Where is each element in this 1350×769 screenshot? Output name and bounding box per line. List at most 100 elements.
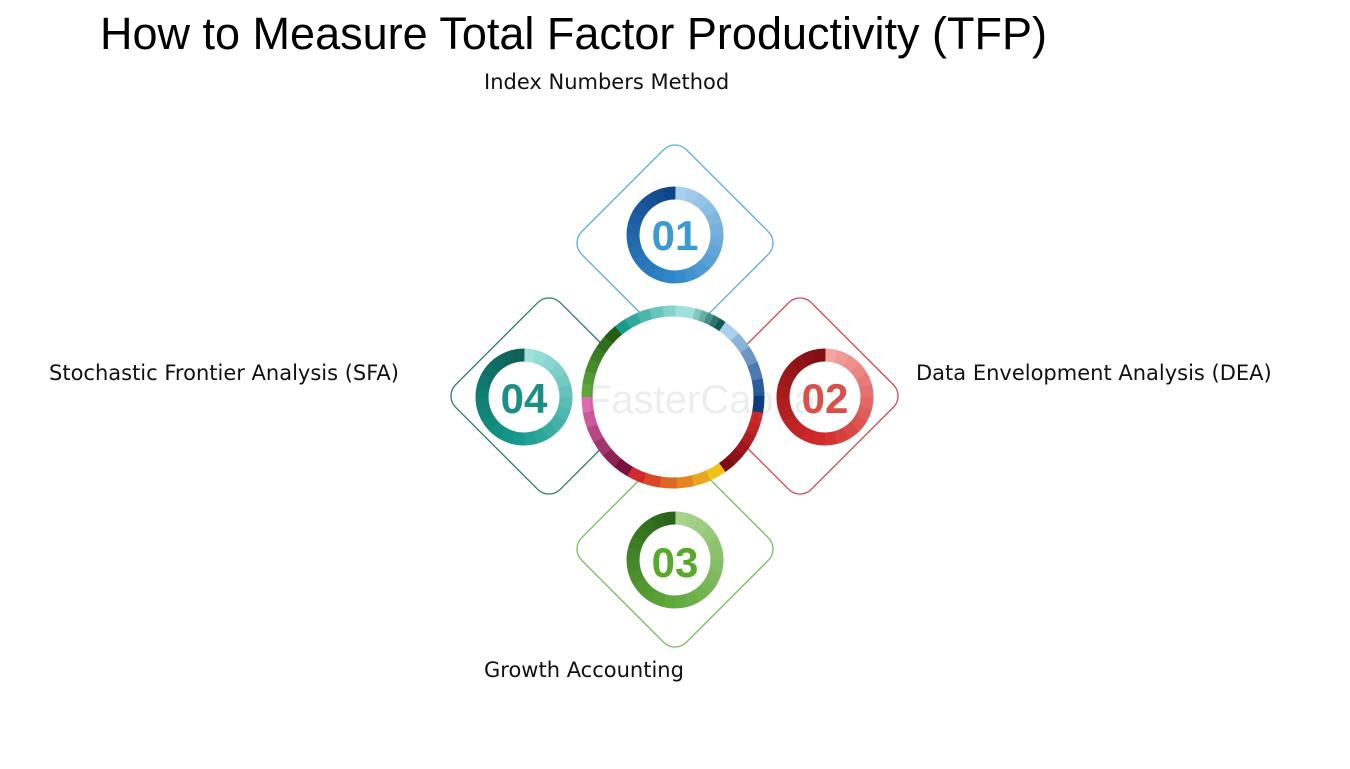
step-ring-segment: [674, 186, 689, 201]
step-ring-segment: [499, 350, 516, 367]
center-ring-segment: [686, 306, 697, 320]
step-ring-segment: [842, 354, 860, 373]
step-ring-segment: [776, 383, 791, 398]
center-ring-segment: [675, 305, 690, 318]
step-ring-segment: [692, 517, 710, 536]
step-ring-segment: [523, 431, 537, 446]
step-ring-segment: [628, 568, 645, 585]
center-ring-segment: [745, 421, 761, 437]
step-label-01: Index Numbers Method: [484, 70, 730, 94]
step-ring-segment: [650, 265, 667, 282]
step-ring-segment: [626, 221, 641, 236]
center-ring-segment: [658, 476, 677, 489]
step-ring-segment: [626, 546, 641, 561]
step-ring-segment: [489, 354, 507, 373]
center-ring-segment: [714, 318, 727, 332]
step-diamond-01: [576, 144, 774, 342]
center-ring-segment: [703, 312, 715, 326]
step-ring-segment: [477, 372, 494, 389]
step-ring-segment: [683, 188, 700, 205]
step-ring-segment: [481, 362, 500, 380]
step-ring-segment: [824, 431, 838, 446]
step-number-04: 04: [501, 375, 548, 422]
step-ring-segment: [776, 396, 791, 410]
step-ring-03: [626, 511, 724, 609]
step-ring-segment: [511, 348, 525, 363]
step-ring-segment: [705, 568, 722, 585]
step-ring-segment: [554, 405, 571, 422]
diagram-title: How to Measure Total Factor Productivity…: [100, 8, 1047, 59]
center-ring-segment: [626, 466, 647, 484]
step-ring-segment: [699, 200, 718, 218]
step-ring-segment: [699, 577, 718, 595]
step-ring-segment: [628, 243, 645, 260]
step-number-03: 03: [652, 539, 699, 586]
step-ring-segment: [650, 590, 667, 607]
step-ring-segment: [532, 427, 549, 444]
center-ring-segment: [596, 335, 614, 353]
step-ring-segment: [523, 348, 538, 363]
step-ring-segment: [541, 354, 559, 373]
center-ring-segment: [675, 475, 695, 489]
step-ring-segment: [499, 427, 516, 444]
step-ring-segment: [692, 584, 710, 603]
step-ring-segment: [661, 269, 676, 284]
center-ring-segment: [726, 448, 744, 466]
step-ring-segment: [705, 210, 722, 227]
step-ring-segment: [812, 348, 826, 363]
step-ring-segment: [859, 384, 874, 398]
center-ring-segment: [692, 308, 703, 321]
step-ring-segment: [532, 350, 549, 367]
center-ring-segment: [604, 326, 622, 344]
step-ring-02: [776, 348, 874, 446]
step-ring-segment: [683, 265, 700, 282]
step-ring-segment: [628, 210, 645, 227]
center-ring-segment: [740, 346, 758, 368]
center-ring-segment: [698, 310, 709, 323]
step-ring-segment: [800, 427, 817, 444]
step-ring-segment: [640, 584, 658, 603]
step-ring-segment: [790, 354, 808, 373]
step-ring-segment: [705, 243, 722, 260]
center-ring-segment: [709, 315, 721, 329]
center-circle: [587, 311, 759, 483]
step-ring-segment: [626, 234, 641, 248]
step-diamond-03: [576, 450, 774, 648]
step-number-02: 02: [802, 375, 849, 422]
center-ring-segment: [662, 305, 677, 318]
step-ring-04: [475, 348, 573, 446]
step-ring-segment: [558, 384, 573, 398]
step-ring-segment: [626, 559, 641, 573]
step-ring-segment: [662, 186, 676, 201]
step-label-02: Data Envelopment Analysis (DEA): [916, 361, 1272, 385]
step-label-03: Growth Accounting: [484, 658, 684, 682]
step-number-01: 01: [652, 212, 699, 259]
step-ring-segment: [640, 259, 658, 278]
center-ring: [581, 305, 765, 489]
step-ring-segment: [548, 362, 567, 380]
step-ring-segment: [558, 396, 573, 411]
step-ring-segment: [640, 192, 658, 211]
center-ring-segment: [614, 318, 632, 336]
center-ring-segment: [705, 462, 726, 481]
step-ring-segment: [489, 421, 507, 440]
step-label-04: Stochastic Frontier Analysis (SFA): [49, 361, 399, 385]
center-ring-segment: [649, 306, 665, 320]
step-ring-segment: [683, 590, 700, 607]
center-ring-segment: [740, 430, 756, 447]
step-ring-segment: [811, 431, 826, 446]
step-ring-segment: [699, 525, 718, 543]
step-ring-segment: [650, 188, 667, 205]
step-ring-segment: [541, 421, 559, 440]
step-ring-segment: [842, 421, 860, 440]
step-ring-01: [626, 186, 724, 284]
step-ring-segment: [662, 511, 676, 526]
center-ring-segment: [690, 470, 711, 487]
center-ring-segment: [585, 357, 601, 374]
step-ring-segment: [674, 594, 688, 609]
step-ring-segment: [824, 348, 839, 363]
step-ring-segment: [709, 222, 724, 236]
step-ring-segment: [692, 192, 710, 211]
step-ring-segment: [632, 252, 651, 270]
step-ring-segment: [790, 421, 808, 440]
